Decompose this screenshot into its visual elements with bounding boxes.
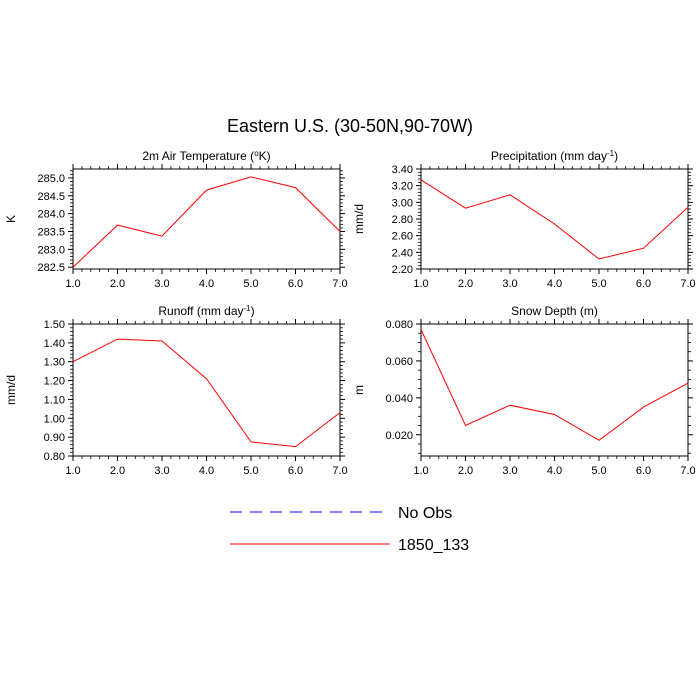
- panel-title: Precipitation (mm day-1): [491, 149, 618, 164]
- x-tick-label: 4.0: [199, 278, 214, 290]
- x-tick-label: 5.0: [243, 465, 258, 477]
- plot-frame: [420, 323, 689, 457]
- x-tick-label: 5.0: [591, 465, 606, 477]
- y-tick-label: 0.020: [385, 430, 413, 442]
- series-line: [420, 179, 689, 260]
- x-tick-label: 4.0: [199, 465, 214, 477]
- x-tick-label: 1.0: [413, 465, 428, 477]
- x-tick-label: 6.0: [636, 465, 651, 477]
- y-tick-label: 1.30: [44, 357, 65, 369]
- y-tick-label: 283.5: [37, 227, 65, 239]
- x-tick-label: 3.0: [154, 278, 169, 290]
- y-tick-label: 2.80: [392, 214, 413, 226]
- y-tick-label: 1.50: [44, 319, 65, 331]
- x-tick-label: 4.0: [547, 465, 562, 477]
- y-axis-label: mm/d: [4, 375, 18, 405]
- x-tick-label: 6.0: [288, 465, 303, 477]
- y-tick-label: 1.10: [44, 394, 65, 406]
- series-line: [72, 338, 341, 448]
- legend-label: No Obs: [398, 505, 452, 522]
- y-tick-label: 2.20: [392, 264, 413, 276]
- x-tick-label: 1.0: [65, 278, 80, 290]
- y-tick-label: 1.00: [44, 413, 65, 425]
- x-tick-label: 2.0: [458, 278, 473, 290]
- y-axis-label: K: [4, 215, 18, 223]
- panel-title: 2m Air Temperature (oK): [142, 149, 270, 164]
- series-line: [72, 176, 341, 268]
- series-line: [420, 329, 689, 441]
- x-tick-label: 5.0: [243, 278, 258, 290]
- y-tick-label: 284.5: [37, 191, 65, 203]
- x-tick-label: 3.0: [502, 465, 517, 477]
- y-tick-label: 3.40: [392, 164, 413, 176]
- legend-label: 1850_133: [398, 537, 469, 554]
- plot-frame: [72, 168, 341, 270]
- x-tick-label: 5.0: [591, 278, 606, 290]
- y-axis-label: m: [352, 385, 366, 395]
- panel-title: Snow Depth (m): [511, 304, 598, 318]
- y-tick-label: 282.5: [37, 262, 65, 274]
- chart-panel-4: Snow Depth (m) 1.0 2.0 3.0 4.0 5.0 6.0 7.0 0.020…: [352, 304, 696, 477]
- y-tick-label: 0.90: [44, 432, 65, 444]
- plot-frame: [420, 168, 689, 270]
- y-tick-label: 285.0: [37, 173, 65, 185]
- x-tick-label: 2.0: [110, 465, 125, 477]
- y-tick-label: 3.00: [392, 197, 413, 209]
- y-tick-label: 3.20: [392, 181, 413, 193]
- chart-panel-2: Precipitation (mm day-1) 1.0 2.0 3.0 4.0 5.0 6…: [352, 149, 696, 291]
- x-tick-label: 3.0: [154, 465, 169, 477]
- x-tick-label: 7.0: [680, 278, 695, 290]
- figure-title: Eastern U.S. (30-50N,90-70W): [227, 116, 473, 136]
- y-tick-label: 284.0: [37, 209, 65, 221]
- x-tick-label: 4.0: [547, 278, 562, 290]
- x-tick-label: 7.0: [680, 465, 695, 477]
- panel-title: Runoff (mm day-1): [158, 304, 254, 319]
- y-tick-label: 0.80: [44, 451, 65, 463]
- x-tick-label: 2.0: [458, 465, 473, 477]
- y-tick-label: 1.40: [44, 338, 65, 350]
- y-tick-label: 0.060: [385, 356, 413, 368]
- x-tick-label: 6.0: [288, 278, 303, 290]
- y-tick-label: 2.60: [392, 231, 413, 243]
- x-tick-label: 1.0: [65, 465, 80, 477]
- chart-panel-1: 2m Air Temperature (oK) 1.0 2.0 3.0 4.0 5.0 6.…: [4, 149, 348, 291]
- x-tick-label: 7.0: [332, 278, 347, 290]
- x-tick-label: 7.0: [332, 465, 347, 477]
- y-axis-label: mm/d: [352, 204, 366, 234]
- y-tick-label: 2.40: [392, 247, 413, 259]
- y-tick-label: 0.080: [385, 319, 413, 331]
- x-tick-label: 3.0: [502, 278, 517, 290]
- x-tick-label: 1.0: [413, 278, 428, 290]
- legend: No Obs 1850_133: [230, 505, 469, 554]
- y-tick-label: 0.040: [385, 393, 413, 405]
- x-tick-label: 2.0: [110, 278, 125, 290]
- chart-panel-3: Runoff (mm day-1) 1.0 2.0 3.0 4.0 5.0 6.0 7.0 0.…: [4, 304, 348, 478]
- plot-frame: [72, 323, 341, 457]
- y-tick-label: 1.20: [44, 376, 65, 388]
- x-tick-label: 6.0: [636, 278, 651, 290]
- y-tick-label: 283.0: [37, 244, 65, 256]
- chart-panels: 2m Air Temperature (oK) 1.0 2.0 3.0 4.0 5.0 6.…: [4, 149, 696, 478]
